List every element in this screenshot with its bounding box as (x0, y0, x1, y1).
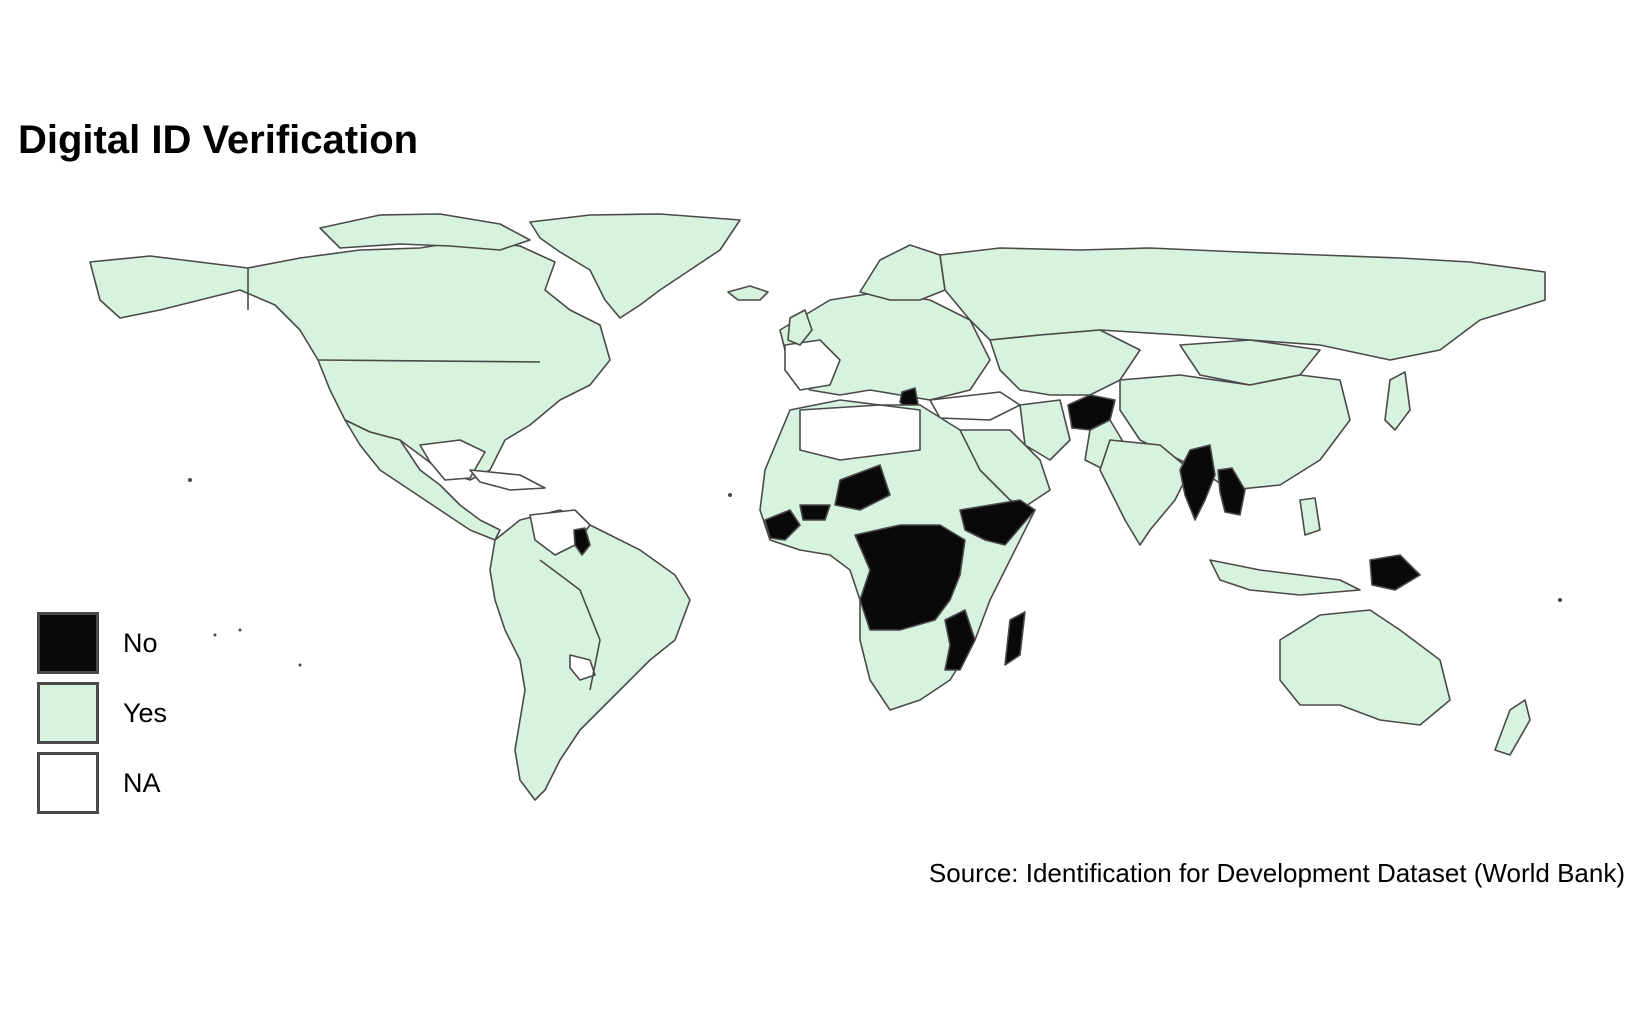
region-island-dot (188, 478, 192, 482)
region-turkey-na (929, 391, 1021, 421)
region-south-america (489, 509, 691, 801)
region-central-africa (854, 524, 966, 631)
region-australia (1279, 609, 1451, 726)
region-burkina-faso (799, 504, 831, 521)
region-central-asia (989, 329, 1141, 396)
region-canada-arctic (319, 213, 531, 251)
region-laos-cambodia (1217, 467, 1246, 516)
region-island-dot (728, 493, 732, 497)
region-island-dot (238, 628, 242, 632)
region-china (1119, 374, 1351, 491)
legend-label: Yes (123, 698, 168, 728)
region-india (1099, 439, 1191, 546)
region-mozambique-malawi (944, 609, 976, 671)
region-uruguay-na (569, 654, 596, 681)
region-island-dot (1558, 598, 1562, 602)
legend-swatch-yes (37, 682, 99, 744)
region-iceland (727, 285, 769, 301)
region-myanmar (1179, 444, 1216, 521)
region-philippines (1299, 497, 1321, 536)
source-caption: Source: Identification for Development D… (928, 858, 1625, 888)
region-island-dot (298, 663, 302, 667)
region-scandinavia (859, 244, 946, 301)
region-iran (1019, 399, 1071, 461)
region-japan (1384, 371, 1411, 431)
region-south-sudan-somalia (959, 499, 1036, 546)
region-central-america-na (419, 439, 486, 481)
region-niger (834, 464, 891, 511)
region-western-europe-na (784, 339, 841, 391)
region-us-canada-border (317, 359, 541, 363)
region-madagascar (1004, 611, 1026, 666)
region-mexico (344, 419, 501, 541)
region-new-zealand (1494, 699, 1531, 756)
map-title: Digital ID Verification (18, 118, 419, 162)
region-indonesia (1209, 559, 1361, 596)
region-north-africa-na (799, 404, 921, 461)
legend-swatch-no (37, 612, 99, 674)
region-brazil-border (539, 559, 601, 691)
legend-label: No (123, 628, 158, 658)
legend-label: NA (123, 768, 161, 798)
region-west-africa-no (764, 509, 801, 541)
legend-swatch-na (37, 752, 99, 814)
region-papua-new-guinea (1369, 554, 1421, 591)
region-guyana (573, 527, 591, 556)
region-island-dot (213, 633, 217, 637)
region-cuba (469, 469, 546, 491)
region-greenland (529, 213, 741, 319)
region-uk (787, 309, 813, 346)
